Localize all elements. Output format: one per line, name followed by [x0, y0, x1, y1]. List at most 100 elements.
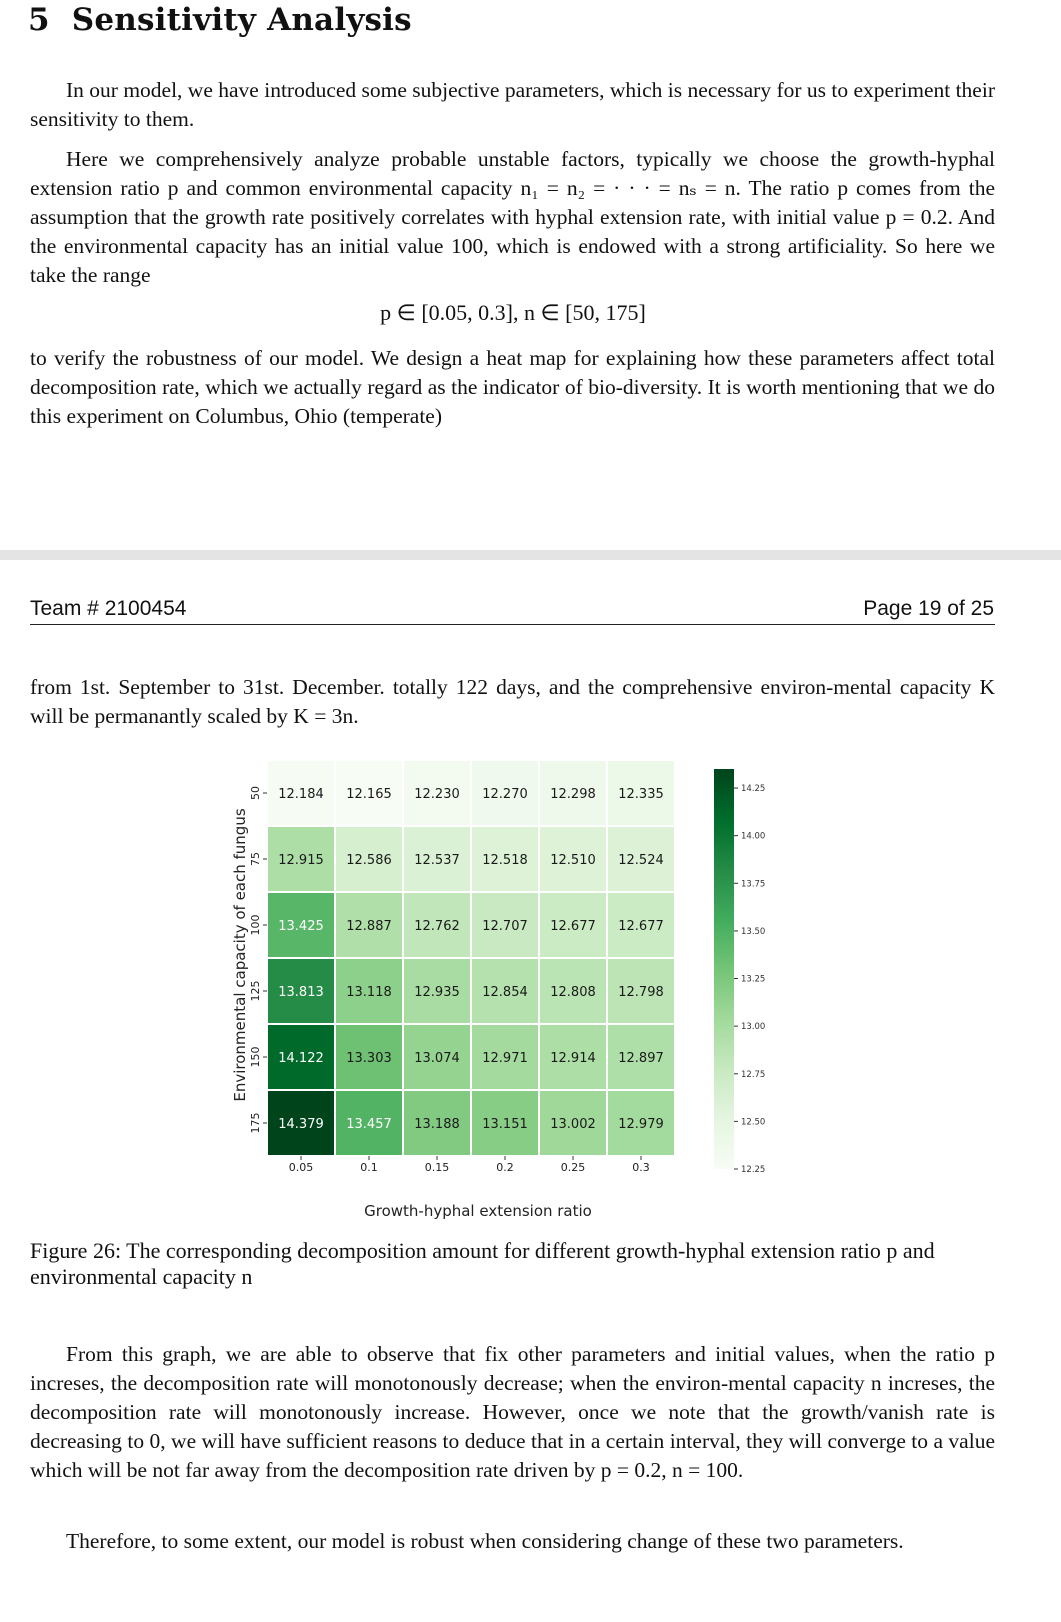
heatmap-cell-labels: 12.184 12.165 12.230 12.270 12.298 12.335 12.9…: [278, 787, 664, 1132]
heatmap-cell-label: 12.808: [550, 985, 596, 1000]
heatmap-cell-label: 13.813: [278, 985, 324, 1000]
paragraph-conclusion: Therefore, to some extent, our model is …: [30, 1527, 995, 1556]
heatmap-cell-label: 12.335: [618, 787, 664, 802]
x-tick-label: 0.15: [425, 1161, 450, 1174]
heatmap-cell: [334, 1089, 404, 1157]
colorbar-tick-label: 13.25: [741, 975, 765, 985]
heatmap-cell-label: 12.914: [550, 1051, 596, 1066]
heatmap-cell-label: 12.854: [482, 985, 528, 1000]
heatmap-cell-label: 13.151: [482, 1117, 528, 1132]
heatmap-cell: [334, 760, 404, 827]
heatmap-cell-label: 12.935: [414, 985, 460, 1000]
heatmap-cell: [606, 1089, 676, 1157]
y-axis-ticks: 50 75 100 125 150 175: [249, 786, 267, 1134]
colorbar-tick-label: 13.50: [741, 927, 765, 937]
colorbar-tick-label: 13.75: [741, 879, 765, 889]
heatmap-cell: [538, 891, 608, 959]
heatmap-cell-label: 12.518: [482, 853, 528, 868]
header-page-number: Page 19 of 25: [863, 597, 994, 620]
section-heading: 5 Sensitivity Analysis: [28, 2, 412, 38]
heatmap-cell: [538, 957, 608, 1025]
heatmap-cell-label: 13.425: [278, 919, 324, 934]
paragraph-factors: Here we comprehensively analyze probable…: [30, 145, 995, 290]
heatmap-cell: [470, 825, 540, 893]
y-tick-label: 50: [249, 786, 262, 800]
heatmap-cell-label: 12.270: [482, 787, 528, 802]
heatmap-cell-label: 12.165: [346, 787, 392, 802]
paragraph-observation-text: From this graph, we are able to observe …: [30, 1342, 995, 1482]
heatmap-cell-label: 13.457: [346, 1117, 392, 1132]
heatmap-cell-label: 13.074: [414, 1051, 460, 1066]
x-axis-ticks: 0.05 0.1 0.15 0.2 0.25 0.3: [289, 1156, 650, 1174]
heatmap-cell-label: 12.677: [618, 919, 664, 934]
heatmap-cell-label: 13.002: [550, 1117, 596, 1132]
heatmap-cell-label: 12.510: [550, 853, 596, 868]
heatmap-cell: [402, 760, 472, 827]
y-tick-label: 150: [249, 1047, 262, 1068]
colorbar: [714, 769, 734, 1169]
colorbar-tick-label: 12.50: [741, 1117, 765, 1127]
x-tick-label: 0.05: [289, 1161, 314, 1174]
x-axis-label: Growth-hyphal extension ratio: [364, 1202, 592, 1220]
paragraph-conclusion-text: Therefore, to some extent, our model is …: [66, 1529, 904, 1553]
heatmap-cell: [470, 957, 540, 1025]
heatmap-cell: [266, 1023, 336, 1091]
x-tick-label: 0.25: [561, 1161, 586, 1174]
heatmap-cell-label: 13.188: [414, 1117, 460, 1132]
heatmap-cell: [606, 1023, 676, 1091]
heatmap-cell-label: 12.586: [346, 853, 392, 868]
header-team: Team # 2100454: [30, 597, 187, 620]
heatmap-cell: [470, 760, 540, 827]
x-tick-label: 0.3: [632, 1161, 650, 1174]
heatmap-cell-label: 14.122: [278, 1051, 324, 1066]
heatmap-cell-label: 12.677: [550, 919, 596, 934]
heatmap-cell: [606, 891, 676, 959]
paragraph-robustness: to verify the robustness of our model. W…: [30, 346, 995, 428]
heatmap-cell: [266, 825, 336, 893]
heatmap-cell-label: 13.118: [346, 985, 392, 1000]
header-rule: [30, 624, 995, 625]
paragraph-intro: In our model, we have introduced some su…: [30, 76, 995, 134]
paragraph-factors-text: Here we comprehensively analyze probable…: [30, 147, 995, 287]
heatmap-cell-label: 12.298: [550, 787, 596, 802]
heatmap-cell-label: 12.915: [278, 853, 324, 868]
heatmap-cell-label: 12.230: [414, 787, 460, 802]
heatmap-cell-label: 12.707: [482, 919, 528, 934]
x-tick-label: 0.2: [496, 1161, 514, 1174]
colorbar-tick-label: 13.00: [741, 1022, 765, 1032]
heatmap-cell-label: 12.979: [618, 1117, 664, 1132]
colorbar-tick-label: 14.00: [741, 832, 765, 842]
page-break: [0, 550, 1061, 560]
heatmap-cell: [334, 891, 404, 959]
section-title: Sensitivity Analysis: [71, 2, 412, 38]
heatmap-cell: [606, 957, 676, 1025]
heatmap-cell-label: 12.897: [618, 1051, 664, 1066]
heatmap-cell-label: 12.184: [278, 787, 324, 802]
heatmap-cell: [334, 957, 404, 1025]
colorbar-tick-label: 12.75: [741, 1070, 765, 1080]
paragraph-observation: From this graph, we are able to observe …: [30, 1340, 995, 1485]
heatmap-cell: [402, 891, 472, 959]
y-tick-label: 75: [249, 852, 262, 866]
figure-caption: Figure 26: The corresponding decompositi…: [30, 1238, 935, 1289]
heatmap-cell-label: 12.762: [414, 919, 460, 934]
x-tick-label: 0.1: [360, 1161, 378, 1174]
heatmap-cell: [538, 760, 608, 827]
heatmap-grid: [266, 760, 676, 1157]
heatmap-cell-label: 12.887: [346, 919, 392, 934]
heatmap-cell: [606, 760, 676, 827]
heatmap-cell: [402, 825, 472, 893]
heatmap-cell-label: 12.537: [414, 853, 460, 868]
paragraph-period: from 1st. September to 31st. December. t…: [30, 675, 995, 728]
range-equation: p ∈ [0.05, 0.3], n ∈ [50, 175]: [380, 300, 646, 325]
y-tick-label: 100: [249, 915, 262, 936]
y-tick-label: 175: [249, 1113, 262, 1134]
heatmap-cell: [402, 1023, 472, 1091]
y-axis-label: Environmental capacity of each fungus: [231, 808, 249, 1101]
colorbar-ticks: 14.25 14.00 13.75 13.50 13.25 13.00 12.75 12.50…: [734, 784, 765, 1175]
heatmap-cell: [334, 1023, 404, 1091]
y-tick-label: 125: [249, 981, 262, 1002]
heatmap-cell: [334, 825, 404, 893]
heatmap-cell-label: 12.798: [618, 985, 664, 1000]
heatmap-cell-label: 12.971: [482, 1051, 528, 1066]
